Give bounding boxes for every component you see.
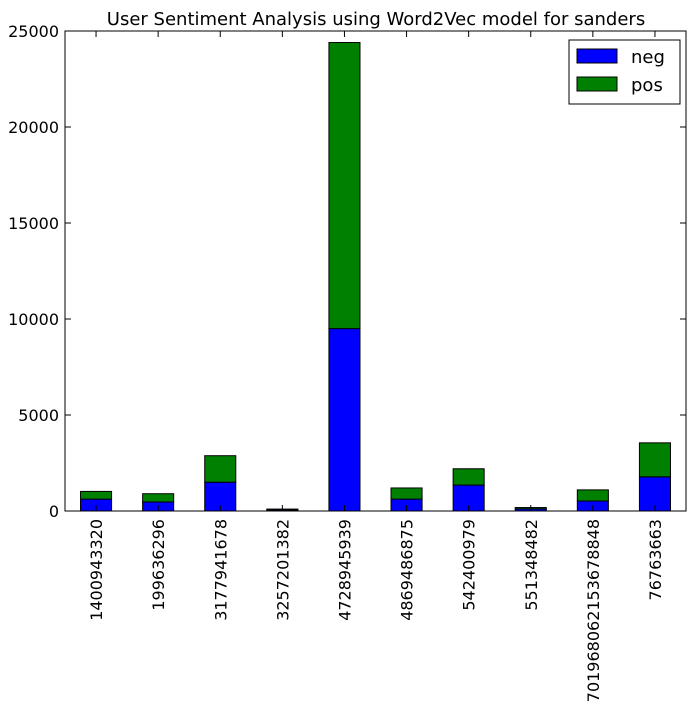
bar-pos-6 xyxy=(452,468,485,486)
x-tick-label-2: 3177941678 xyxy=(211,519,230,621)
bar-pos-2 xyxy=(204,455,237,483)
bars-layer xyxy=(80,42,671,512)
legend-label-neg: neg xyxy=(631,47,665,68)
y-tick-label-5: 25000 xyxy=(8,22,59,41)
x-tick-label-3: 3257201382 xyxy=(273,519,292,621)
bar-pos-1 xyxy=(142,493,175,503)
bar-neg-4 xyxy=(328,328,361,512)
bar-pos-8 xyxy=(576,489,609,502)
bar-pos-0 xyxy=(80,490,113,500)
plot-frame xyxy=(64,30,687,512)
x-tick-label-8: 701968062153678848 xyxy=(584,519,603,702)
bar-pos-5 xyxy=(390,487,423,500)
legend-label-pos: pos xyxy=(631,75,663,96)
legend-swatch-neg xyxy=(576,48,618,64)
y-tick-label-0: 0 xyxy=(49,502,59,521)
x-tick-label-5: 4869486875 xyxy=(398,519,417,621)
y-axis: 0 5000 10000 15000 20000 25000 xyxy=(8,22,686,521)
x-tick-label-0: 1400943320 xyxy=(87,519,106,621)
legend-swatch-pos xyxy=(576,76,618,92)
y-tick-label-1: 5000 xyxy=(18,406,59,425)
bar-pos-9 xyxy=(638,442,671,478)
y-tick-label-2: 10000 xyxy=(8,310,59,329)
legend: neg pos xyxy=(568,39,681,105)
x-tick-label-9: 76763663 xyxy=(646,519,665,600)
x-tick-label-7: 551348482 xyxy=(522,519,541,611)
y-tick-label-4: 20000 xyxy=(8,118,59,137)
x-axis: 1400943320 199636296 3177941678 3257201382 4… xyxy=(87,31,665,702)
x-tick-label-6: 542400979 xyxy=(460,519,479,611)
chart-title: User Sentiment Analysis using Word2Vec m… xyxy=(107,9,645,30)
x-tick-label-1: 199636296 xyxy=(149,519,168,611)
y-tick-label-3: 15000 xyxy=(8,214,59,233)
bar-pos-4 xyxy=(328,42,361,330)
x-tick-label-4: 4728945939 xyxy=(335,519,354,621)
